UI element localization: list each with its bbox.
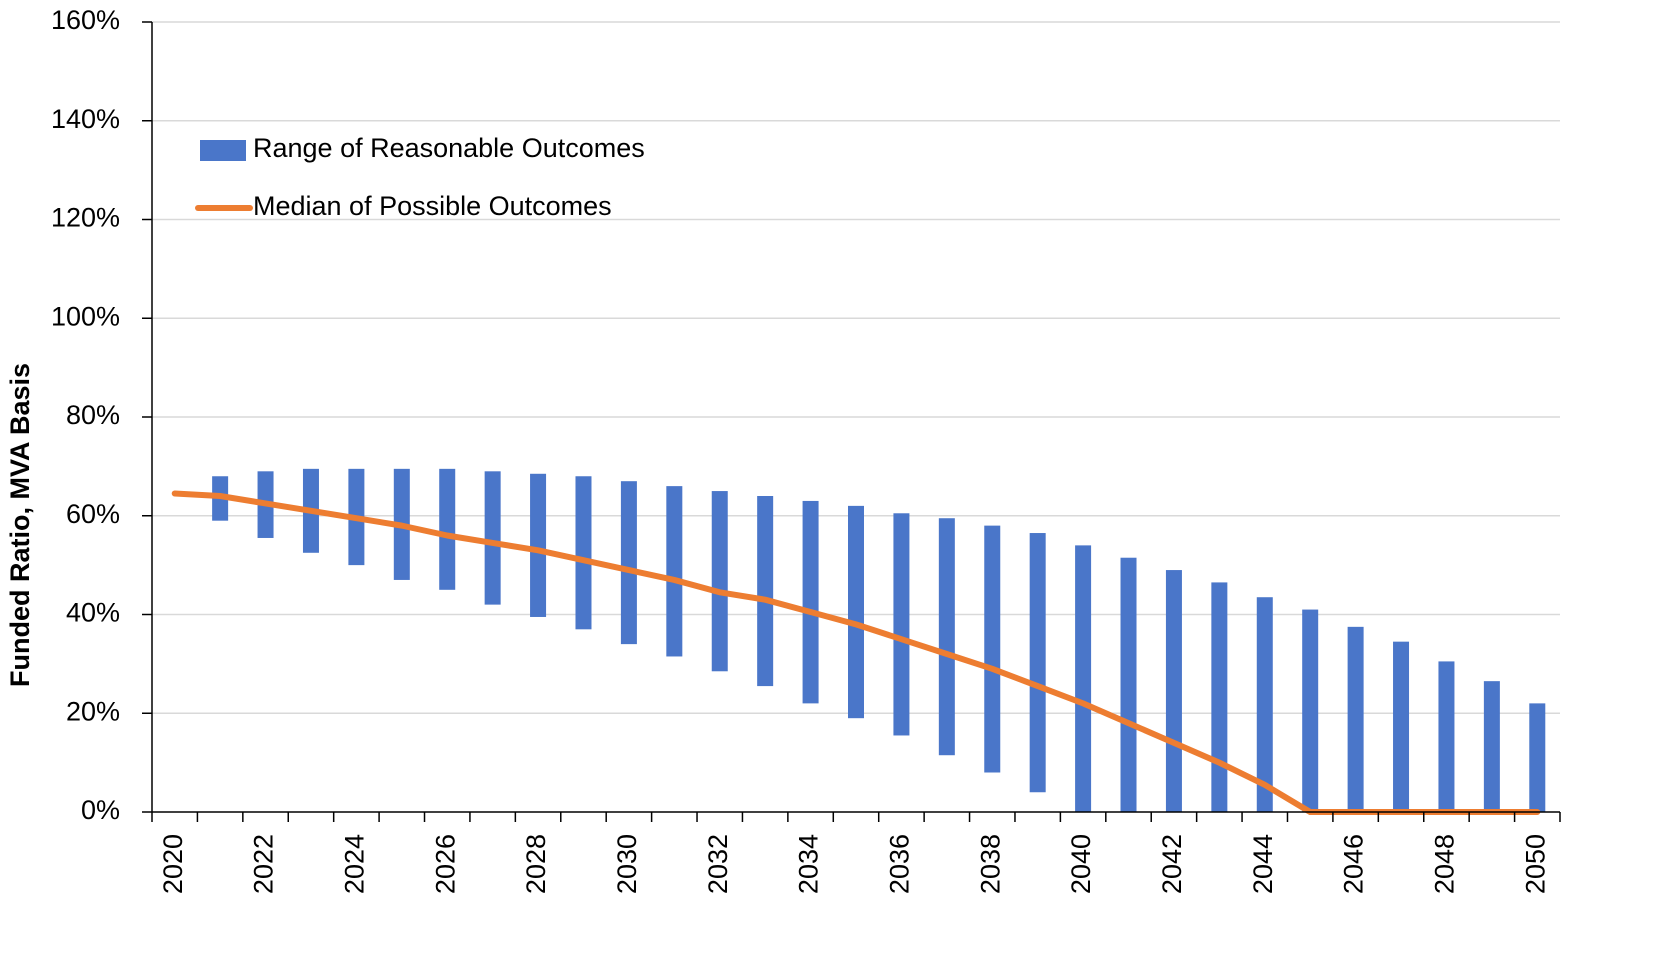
range-bar (711, 491, 728, 672)
x-tick-label: 2022 (249, 834, 279, 894)
y-tick-label: 160% (51, 5, 120, 35)
x-tick-label: 2044 (1248, 834, 1278, 894)
x-tick-label: 2036 (885, 834, 915, 894)
x-tick-label: 2042 (1157, 834, 1187, 894)
range-bar (984, 525, 1001, 773)
legend-label: Median of Possible Outcomes (253, 191, 612, 221)
range-bar (666, 486, 683, 657)
range-bar (1438, 661, 1455, 812)
range-bar (1302, 609, 1319, 812)
y-tick-label: 120% (51, 203, 120, 233)
range-bar (1029, 533, 1046, 793)
y-tick-label: 40% (66, 598, 120, 628)
range-bar (848, 505, 864, 719)
x-tick-label: 2028 (521, 834, 551, 894)
legend-swatch (200, 140, 246, 161)
x-tick-label: 2020 (158, 834, 188, 894)
range-bar (484, 471, 501, 605)
range-bar (757, 496, 774, 687)
y-tick-label: 140% (51, 104, 120, 134)
x-tick-label: 2030 (612, 834, 642, 894)
x-tick-label: 2048 (1430, 834, 1460, 894)
range-bar (802, 500, 819, 704)
x-tick-label: 2032 (703, 834, 733, 894)
range-bar (1256, 597, 1273, 812)
range-bar (1347, 626, 1364, 812)
legend-label: Range of Reasonable Outcomes (253, 133, 645, 163)
range-bar (575, 476, 592, 630)
x-tick-label: 2040 (1066, 834, 1096, 894)
range-bar (938, 518, 955, 756)
range-bar (1075, 545, 1092, 812)
range-bar (530, 473, 547, 617)
range-bar (1393, 641, 1410, 812)
x-tick-label: 2024 (340, 834, 370, 894)
range-bar (1120, 557, 1137, 812)
x-tick-label: 2050 (1520, 834, 1550, 894)
y-tick-label: 0% (81, 795, 120, 825)
x-tick-label: 2038 (975, 834, 1005, 894)
y-tick-label: 60% (66, 499, 120, 529)
range-bar (893, 513, 910, 736)
x-tick-label: 2026 (430, 834, 460, 894)
range-bar (439, 468, 456, 590)
y-tick-label: 80% (66, 400, 120, 430)
y-axis-label: Funded Ratio, MVA Basis (5, 363, 35, 687)
range-bar (1165, 570, 1182, 812)
range-bar (620, 481, 637, 645)
x-tick-label: 2034 (794, 834, 824, 894)
x-tick-label: 2046 (1339, 834, 1369, 894)
y-tick-label: 100% (51, 301, 120, 331)
range-bar (1211, 582, 1228, 812)
range-bar (1483, 681, 1500, 812)
range-bar (1529, 703, 1546, 812)
y-tick-label: 20% (66, 696, 120, 726)
